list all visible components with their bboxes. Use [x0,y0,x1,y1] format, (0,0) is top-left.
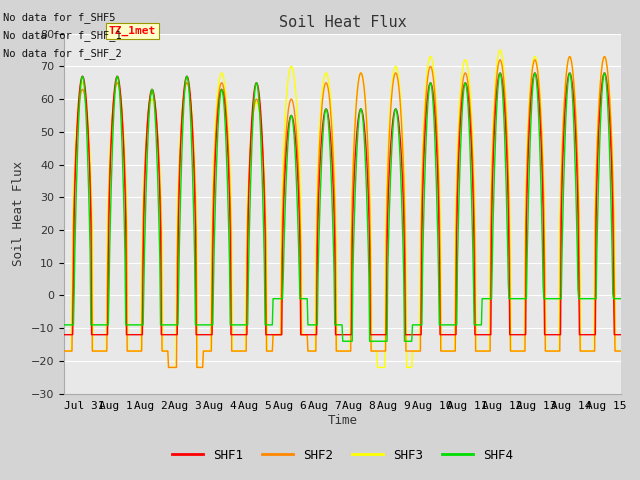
Legend: SHF1, SHF2, SHF3, SHF4: SHF1, SHF2, SHF3, SHF4 [167,444,518,467]
Text: No data for f_SHF5: No data for f_SHF5 [3,12,116,23]
Text: TZ_1met: TZ_1met [109,25,156,36]
Y-axis label: Soil Heat Flux: Soil Heat Flux [12,161,25,266]
Text: No data for f_SHF_2: No data for f_SHF_2 [3,48,122,60]
Title: Soil Heat Flux: Soil Heat Flux [278,15,406,30]
Text: No data for f_SHF_1: No data for f_SHF_1 [3,30,122,41]
X-axis label: Time: Time [328,414,357,427]
